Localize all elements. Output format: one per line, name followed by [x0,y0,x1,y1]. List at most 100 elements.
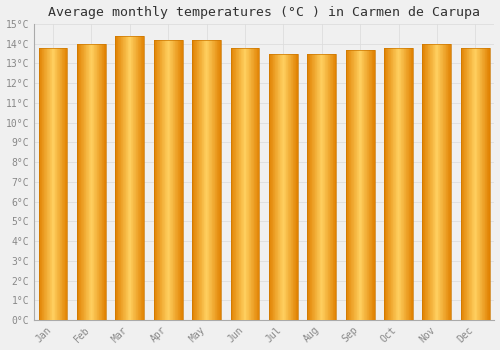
Bar [312,54,313,320]
Bar [80,44,82,320]
Bar [386,48,387,320]
Bar [96,44,97,320]
Bar [442,44,444,320]
Bar [280,54,281,320]
Bar [424,44,426,320]
Bar [79,44,80,320]
Bar [195,40,196,320]
Bar [82,44,83,320]
Bar [250,48,252,320]
Bar [323,54,324,320]
Bar [159,40,160,320]
Bar [101,44,102,320]
Bar [129,36,130,320]
Bar [479,48,480,320]
Bar [289,54,290,320]
Bar [324,54,326,320]
Title: Average monthly temperatures (°C ) in Carmen de Carupa: Average monthly temperatures (°C ) in Ca… [48,6,480,19]
Bar [53,48,54,320]
Bar [422,44,452,320]
Bar [480,48,481,320]
Bar [137,36,138,320]
Bar [239,48,240,320]
Bar [95,44,96,320]
Bar [429,44,430,320]
Bar [346,50,347,320]
Bar [405,48,406,320]
Bar [332,54,334,320]
Bar [218,40,219,320]
Bar [482,48,483,320]
Bar [102,44,103,320]
Bar [308,54,309,320]
Bar [92,44,93,320]
Bar [369,50,370,320]
Bar [438,44,439,320]
Bar [180,40,181,320]
Bar [412,48,413,320]
Bar [476,48,478,320]
Bar [296,54,297,320]
Bar [463,48,464,320]
Bar [313,54,314,320]
Bar [484,48,486,320]
Bar [124,36,125,320]
Bar [481,48,482,320]
Bar [397,48,398,320]
Bar [91,44,92,320]
Bar [62,48,63,320]
Bar [470,48,471,320]
Bar [45,48,46,320]
Bar [125,36,126,320]
Bar [154,40,156,320]
Bar [423,44,424,320]
Bar [156,40,158,320]
Bar [121,36,122,320]
Bar [103,44,104,320]
Bar [126,36,127,320]
Bar [422,44,423,320]
Bar [204,40,205,320]
Bar [243,48,244,320]
Bar [236,48,237,320]
Bar [432,44,434,320]
Bar [120,36,121,320]
Bar [116,36,117,320]
Bar [59,48,60,320]
Bar [354,50,355,320]
Bar [233,48,234,320]
Bar [398,48,399,320]
Bar [269,54,298,320]
Bar [478,48,479,320]
Bar [135,36,136,320]
Bar [142,36,143,320]
Bar [440,44,441,320]
Bar [38,48,68,320]
Bar [430,44,431,320]
Bar [487,48,488,320]
Bar [285,54,286,320]
Bar [77,44,106,320]
Bar [44,48,45,320]
Bar [245,48,246,320]
Bar [385,48,386,320]
Bar [407,48,408,320]
Bar [399,48,400,320]
Bar [86,44,87,320]
Bar [446,44,447,320]
Bar [134,36,135,320]
Bar [201,40,202,320]
Bar [64,48,66,320]
Bar [105,44,106,320]
Bar [472,48,473,320]
Bar [284,54,285,320]
Bar [439,44,440,320]
Bar [319,54,320,320]
Bar [461,48,462,320]
Bar [428,44,429,320]
Bar [176,40,177,320]
Bar [437,44,438,320]
Bar [366,50,368,320]
Bar [85,44,86,320]
Bar [328,54,329,320]
